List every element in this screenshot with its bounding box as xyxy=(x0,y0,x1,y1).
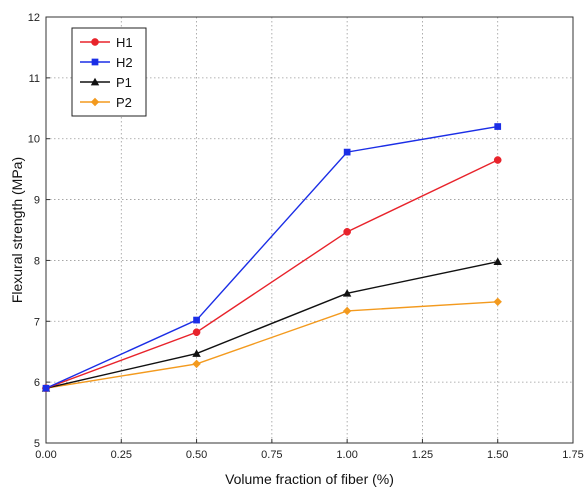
y-tick-label: 6 xyxy=(34,377,40,389)
y-tick-label: 9 xyxy=(34,195,40,207)
data-point-h2 xyxy=(193,316,200,324)
data-point-p1 xyxy=(342,289,352,297)
legend-label-h1: H1 xyxy=(116,35,133,50)
legend-item-h1: H1 xyxy=(80,35,133,50)
data-point-p2 xyxy=(192,359,201,369)
series-line-h1 xyxy=(45,159,499,389)
legend-marker-h1 xyxy=(91,38,99,46)
legend-label-h2: H2 xyxy=(116,55,133,70)
data-point-h2 xyxy=(343,148,351,156)
series-line-h2 xyxy=(45,125,498,389)
x-tick-label: 1.25 xyxy=(412,449,433,461)
data-point-h1 xyxy=(192,328,201,337)
legend-marker-p2 xyxy=(90,97,100,107)
x-tick-label: 0.50 xyxy=(186,449,207,461)
series-layer xyxy=(41,123,502,393)
legend-box xyxy=(71,27,147,117)
x-axis-ticks: 0.00 0.25 0.50 0.75 1.00 1.25 1.50 1.75 xyxy=(35,439,584,461)
x-tick-label: 0.25 xyxy=(111,449,132,461)
data-point-h1 xyxy=(493,156,502,164)
y-tick-label: 7 xyxy=(34,316,40,328)
data-point-p2 xyxy=(342,306,352,316)
y-tick-label: 5 xyxy=(34,438,40,450)
x-axis-label: Volume fraction of fiber (%) xyxy=(225,471,394,487)
x-tick-label: 1.00 xyxy=(336,449,357,461)
data-point-p2 xyxy=(493,297,502,307)
y-tick-label: 10 xyxy=(28,134,40,146)
plot-frame xyxy=(45,16,574,444)
data-point-h2 xyxy=(42,384,50,392)
series-line-p2 xyxy=(45,301,498,389)
legend-marker-h2 xyxy=(91,58,99,66)
data-point-h1 xyxy=(343,228,351,236)
series-p2 xyxy=(41,297,502,393)
legend-label-p1: P1 xyxy=(116,75,132,90)
legend-item-p2: P2 xyxy=(80,95,132,110)
y-tick-label: 11 xyxy=(29,73,40,85)
series-line-p1 xyxy=(45,260,498,389)
y-tick-label: 8 xyxy=(34,255,40,267)
x-tick-label: 0.75 xyxy=(261,449,282,461)
data-point-p1 xyxy=(493,257,502,266)
legend-label-p2: P2 xyxy=(116,95,132,110)
x-tick-label: 0.00 xyxy=(35,449,56,461)
legend-marker-p1 xyxy=(90,77,100,86)
series-h2 xyxy=(42,123,502,392)
data-point-h2 xyxy=(494,123,502,130)
y-axis-label: Flexural strength (MPa) xyxy=(9,157,25,303)
x-tick-label: 1.50 xyxy=(487,449,508,461)
legend-item-p1: P1 xyxy=(80,75,132,90)
legend-item-h2: H2 xyxy=(80,55,133,70)
y-axis-ticks: 5 6 7 8 9 10 11 12 xyxy=(28,12,50,450)
legend: H1 H2 P1 P2 xyxy=(71,27,147,117)
data-point-p1 xyxy=(192,349,201,357)
y-tick-label: 12 xyxy=(28,12,40,24)
x-tick-label: 1.75 xyxy=(562,449,583,461)
